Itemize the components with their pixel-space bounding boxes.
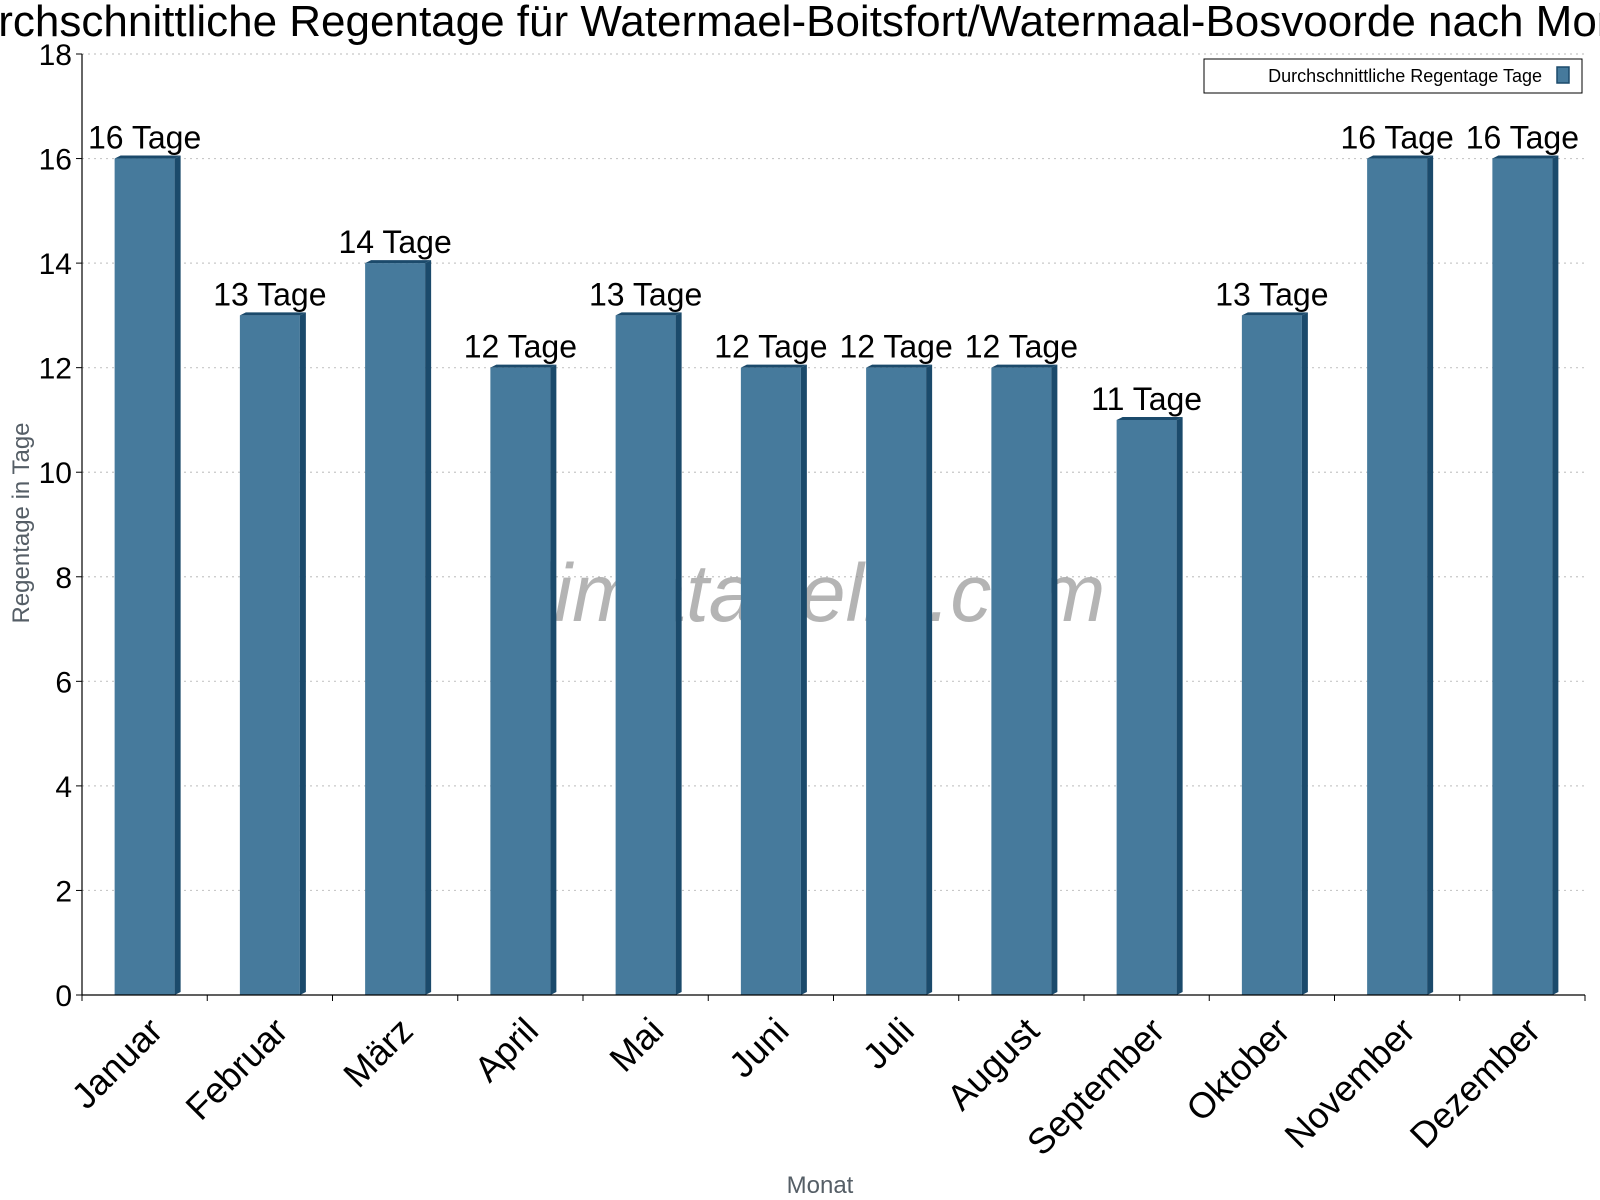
y-tick-label: 10 <box>39 457 72 490</box>
x-tick-label: März <box>335 1010 421 1096</box>
data-labels: 16 Tage 13 Tage 14 Tage 12 Tage 13 Tage 12 Ta… <box>88 120 1579 417</box>
bar-top <box>866 364 933 368</box>
bar-front <box>740 367 801 996</box>
bar-front <box>1367 158 1428 996</box>
bar <box>991 364 1058 996</box>
data-label: 12 Tage <box>965 329 1078 365</box>
x-tick-label: Juli <box>855 1010 922 1077</box>
data-label: 12 Tage <box>714 329 827 365</box>
x-tick-label: November <box>1276 1010 1422 1156</box>
x-tick-label: Februar <box>177 1010 295 1128</box>
bar <box>740 364 807 996</box>
data-label: 16 Tage <box>1466 120 1579 156</box>
bars <box>114 155 1559 996</box>
bar-front <box>866 367 927 996</box>
data-label: 13 Tage <box>213 276 326 312</box>
bar-top <box>239 312 306 316</box>
bar-top <box>114 155 181 159</box>
y-tick-label: 16 <box>39 144 72 177</box>
bar-top <box>991 364 1058 368</box>
bar <box>1492 155 1559 996</box>
legend-label: Durchschnittliche Regentage Tage <box>1268 66 1542 86</box>
y-axis-title: Regentage in Tage <box>8 422 35 623</box>
bar-top <box>1492 155 1559 159</box>
bar <box>1116 416 1183 995</box>
bar <box>239 312 306 995</box>
x-tick-label: April <box>466 1010 546 1090</box>
bar-front <box>490 367 551 996</box>
bar-top <box>1367 155 1434 159</box>
x-axis-title: Monat <box>787 1172 854 1199</box>
bar-front <box>365 263 426 996</box>
chart-title: Durchschnittliche Regentage für Watermae… <box>0 0 1600 46</box>
bar <box>114 155 181 996</box>
bar <box>1367 155 1434 996</box>
y-tick-label: 0 <box>55 980 72 1013</box>
bar-top <box>365 260 432 264</box>
y-tick-label: 2 <box>55 875 72 908</box>
data-label: 12 Tage <box>839 329 952 365</box>
x-tick-label: Oktober <box>1178 1010 1298 1130</box>
y-tick-label: 12 <box>39 353 72 386</box>
bar-side <box>1301 312 1308 995</box>
bar-side <box>1176 416 1183 995</box>
bar-side <box>800 364 807 996</box>
x-tick-label: Januar <box>63 1010 170 1117</box>
x-tick-label: Mai <box>601 1010 671 1080</box>
legend-box <box>1203 58 1583 94</box>
bar-front <box>114 158 175 996</box>
data-label: 16 Tage <box>88 120 201 156</box>
bar-side <box>174 155 181 996</box>
x-tick-label: September <box>1019 1010 1173 1164</box>
bar-side <box>1427 155 1434 996</box>
bar-top <box>1241 312 1308 316</box>
y-tick-label: 4 <box>55 771 72 804</box>
bar-side <box>926 364 933 996</box>
bar <box>365 260 432 996</box>
data-label: 14 Tage <box>338 224 451 260</box>
bar-top <box>615 312 682 316</box>
bar-front <box>615 315 676 995</box>
data-label: 13 Tage <box>1215 276 1328 312</box>
data-label: 12 Tage <box>464 329 577 365</box>
legend-swatch <box>1556 66 1570 84</box>
y-tick-label: 8 <box>55 562 72 595</box>
x-tick-label: August <box>939 1010 1047 1118</box>
bar <box>490 364 557 996</box>
grid-lines <box>82 53 1585 892</box>
bar-side <box>675 312 682 995</box>
data-label: 16 Tage <box>1340 120 1453 156</box>
y-tick-label: 18 <box>39 39 72 72</box>
bar-side <box>1051 364 1058 996</box>
data-label: 13 Tage <box>589 276 702 312</box>
bar-side <box>550 364 557 996</box>
bar-top <box>1116 416 1183 420</box>
y-tick-label: 14 <box>39 248 72 281</box>
x-tick-label: Dezember <box>1402 1010 1548 1156</box>
bar-front <box>1241 315 1302 995</box>
bar-top <box>740 364 807 368</box>
x-tick-label: Juni <box>721 1010 797 1086</box>
bar-side <box>299 312 306 995</box>
bar-front <box>1492 158 1553 996</box>
bar <box>866 364 933 996</box>
bar-front <box>239 315 300 995</box>
y-tick-label: 6 <box>55 666 72 699</box>
bar-side <box>1552 155 1559 996</box>
bar-front <box>991 367 1052 996</box>
bar-front <box>1116 419 1177 995</box>
legend: Durchschnittliche Regentage Tage <box>1203 58 1583 94</box>
bar <box>1241 312 1308 995</box>
data-label: 11 Tage <box>1091 381 1202 417</box>
bar <box>615 312 682 995</box>
bar-side <box>425 260 432 996</box>
bar-top <box>490 364 557 368</box>
